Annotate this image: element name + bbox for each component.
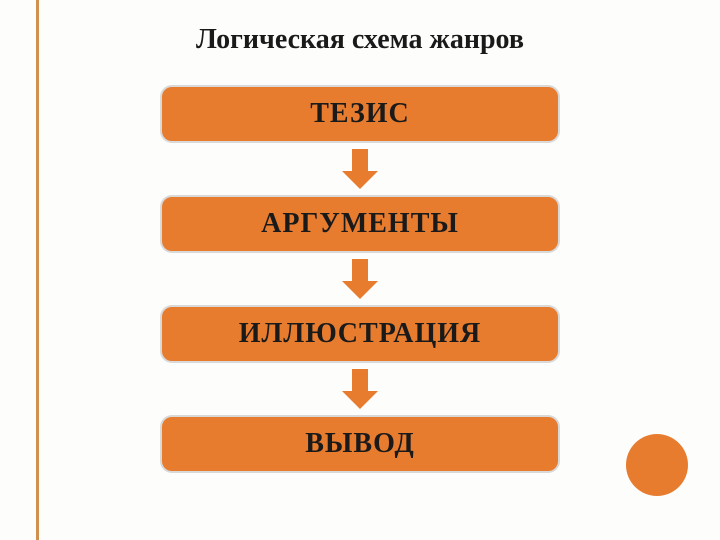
flow-node-arguments: АРГУМЕНТЫ: [160, 195, 560, 253]
flow-node-conclusion: ВЫВОД: [160, 415, 560, 473]
page-title: Логическая схема жанров: [0, 24, 720, 56]
circle-decor-icon: [626, 434, 688, 496]
flow-node-label: ИЛЛЮСТРАЦИЯ: [239, 318, 481, 350]
vertical-accent-line: [36, 0, 39, 540]
flow-node-label: ТЕЗИС: [310, 98, 409, 130]
arrow-down-icon: [342, 369, 378, 409]
flow-node-label: ВЫВОД: [305, 428, 415, 460]
arrow-down-icon: [342, 149, 378, 189]
arrow-down-icon: [342, 259, 378, 299]
flow-node-illustration: ИЛЛЮСТРАЦИЯ: [160, 305, 560, 363]
flow-node-thesis: ТЕЗИС: [160, 85, 560, 143]
flow-diagram: ТЕЗИС АРГУМЕНТЫ ИЛЛЮСТРАЦИЯ ВЫВОД: [140, 85, 580, 473]
flow-node-label: АРГУМЕНТЫ: [261, 208, 459, 240]
